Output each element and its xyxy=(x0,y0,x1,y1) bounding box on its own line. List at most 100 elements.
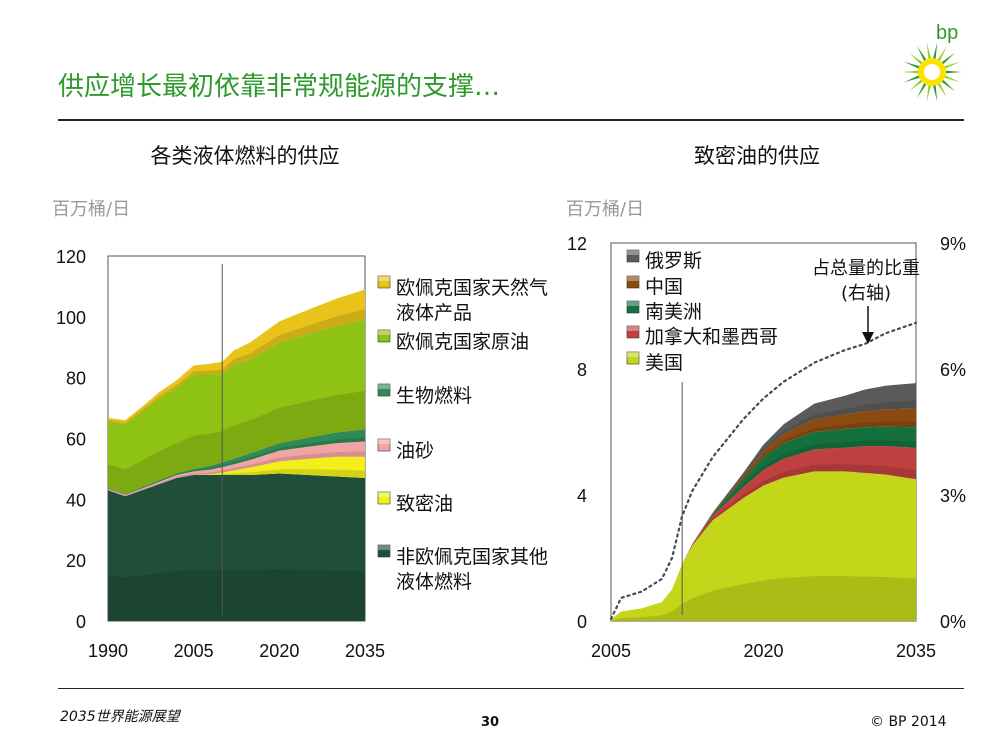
right-y2-tick-label: 9% xyxy=(940,234,966,254)
left-chart-title: 各类液体燃料的供应 xyxy=(151,144,340,168)
logo-ray xyxy=(926,81,932,102)
right-y-tick-label: 12 xyxy=(567,234,587,254)
legend-swatch-tight_oil xyxy=(377,491,391,505)
legend-label: 液体产品 xyxy=(396,302,472,324)
area-shade-usa xyxy=(611,576,916,621)
logo-ray xyxy=(903,73,924,83)
legend-swatch-oil_sands xyxy=(377,438,391,452)
logo-ray xyxy=(941,70,962,74)
right-x-tick-label: 2005 xyxy=(591,641,631,661)
page-number: 30 xyxy=(481,715,500,730)
legend-item-biofuels: 生物燃料 xyxy=(377,383,472,407)
legend-swatch-oil_sands-fill xyxy=(377,438,391,452)
right-y-tick-label: 0 xyxy=(577,612,587,632)
legend-swatch-biofuels xyxy=(377,383,391,397)
slide-title: 供应增长最初依靠非常规能源的支撑… xyxy=(58,72,501,102)
legend-swatch-russia xyxy=(626,249,640,263)
legend-label: 生物燃料 xyxy=(396,385,472,407)
legend-swatch-oil_sands-shine xyxy=(378,439,390,444)
area-tight_oil xyxy=(108,456,365,497)
right-y2-tick-label: 0% xyxy=(940,612,966,632)
legend-swatch-canada_mexico xyxy=(626,325,640,339)
legend-swatch-opec_crude-shine xyxy=(378,330,390,335)
right-y-tick-label: 4 xyxy=(577,486,587,506)
right-x-tick-label: 2020 xyxy=(743,641,783,661)
left-y-tick-label: 80 xyxy=(66,369,86,389)
legend-swatch-canada_mexico-shine xyxy=(627,326,639,331)
logo-ray xyxy=(903,61,924,71)
area-russia xyxy=(611,383,916,620)
legend-swatch-south_america xyxy=(626,300,640,314)
left-y-tick-label: 120 xyxy=(56,247,86,267)
logo-center xyxy=(924,64,940,80)
right-chart-areas xyxy=(611,383,916,621)
legend-label: 俄罗斯 xyxy=(645,250,702,272)
left-x-tick-label: 2005 xyxy=(174,641,214,661)
area-shade-non_opec xyxy=(108,569,365,621)
area-non_opec xyxy=(108,473,365,621)
area-opec_ngl xyxy=(108,289,365,424)
area-south_america xyxy=(611,426,916,620)
left-y-tick-label: 0 xyxy=(76,612,86,632)
logo-ray xyxy=(932,42,938,63)
share-line xyxy=(609,321,918,621)
legend-swatch-tight_oil-shine xyxy=(378,492,390,497)
logo-ray xyxy=(902,70,923,74)
legend-swatch-russia-fill xyxy=(626,249,640,263)
legend-label: 欧佩克国家原油 xyxy=(396,331,529,353)
area-opec_crude xyxy=(108,319,365,494)
logo-ray xyxy=(926,42,932,63)
legend-label: 非欧佩克国家其他 xyxy=(396,546,548,568)
legend-item-canada_mexico: 加拿大和墨西哥 xyxy=(626,325,778,348)
legend-swatch-usa-fill xyxy=(626,351,640,365)
title-rule xyxy=(58,119,964,121)
legend-item-tight_oil: 致密油 xyxy=(377,491,453,515)
area-shade-opec_crude xyxy=(108,391,365,494)
area-oil_sands xyxy=(108,441,365,497)
area-usa xyxy=(611,471,916,621)
legend-swatch-china xyxy=(626,275,640,289)
left-y-tick-label: 20 xyxy=(66,551,86,571)
legend-swatch-non_opec xyxy=(377,544,391,558)
legend-swatch-opec_ngl-shine xyxy=(378,276,390,281)
area-shade-tight_oil xyxy=(108,469,365,497)
logo-ray xyxy=(932,81,938,102)
left-y-tick-label: 60 xyxy=(66,430,86,450)
left-chart-unit: 百万桶/日 xyxy=(52,199,130,220)
share-annotation-line1: 占总量的比重 xyxy=(812,258,920,279)
legend-swatch-biofuels-shine xyxy=(378,384,390,389)
left-chart-areas xyxy=(108,289,365,621)
legend-label: 南美洲 xyxy=(645,301,702,323)
legend-swatch-china-shine xyxy=(627,276,639,281)
left-y-tick-label: 100 xyxy=(56,308,86,328)
legend-swatch-tight_oil-fill xyxy=(377,491,391,505)
share-annotation-line2: (右轴) xyxy=(841,283,891,304)
legend-item-usa: 美国 xyxy=(626,351,683,374)
area-shade-oil_sands xyxy=(108,451,365,497)
legend-swatch-russia-shine xyxy=(627,250,639,255)
right-y2-tick-label: 6% xyxy=(940,360,966,380)
left-x-tick-label: 1990 xyxy=(88,641,128,661)
bp-helios-logo xyxy=(902,42,962,102)
legend-swatch-opec_crude xyxy=(377,329,391,343)
legend-swatch-opec_ngl-fill xyxy=(377,275,391,289)
legend-swatch-south_america-shine xyxy=(627,301,639,306)
area-shade-opec_ngl xyxy=(108,309,365,424)
bp-logo-text: bp xyxy=(936,22,959,44)
footer-rule xyxy=(58,688,964,689)
legend-swatch-usa-shine xyxy=(627,352,639,357)
legend-label: 美国 xyxy=(645,352,683,374)
copyright: © BP 2014 xyxy=(870,714,947,730)
legend-label: 油砂 xyxy=(396,440,434,462)
legend-item-south_america: 南美洲 xyxy=(626,300,702,323)
right-y-tick-label: 8 xyxy=(577,360,587,380)
legend-label: 中国 xyxy=(645,276,683,298)
left-x-tick-label: 2035 xyxy=(345,641,385,661)
right-x-tick-label: 2035 xyxy=(896,641,936,661)
legend-label: 欧佩克国家天然气 xyxy=(396,277,548,299)
legend-label: 致密油 xyxy=(396,493,453,515)
